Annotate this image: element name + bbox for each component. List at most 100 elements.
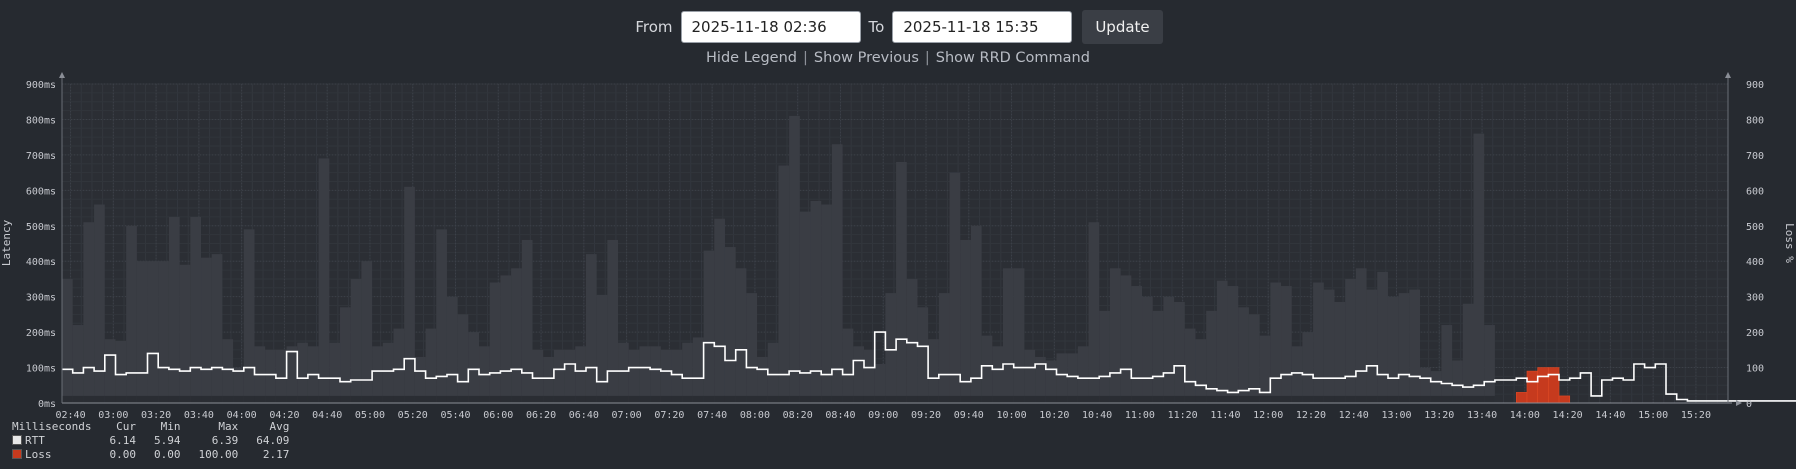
rtt-smoke-base xyxy=(414,395,426,403)
rtt-smoke-bar xyxy=(906,278,918,403)
legend-col-max: Max xyxy=(218,420,239,433)
x-tick-label: 09:40 xyxy=(954,410,984,420)
rtt-smoke-bar xyxy=(179,264,191,403)
rtt-smoke-bar xyxy=(1035,356,1046,403)
rtt-max: 6.39 xyxy=(211,434,239,447)
rtt-smoke-base xyxy=(297,395,308,403)
rtt-smoke-base xyxy=(62,395,73,403)
rtt-smoke-bar xyxy=(543,356,554,403)
rtt-smoke-bar xyxy=(992,346,1004,403)
rtt-smoke-bar xyxy=(361,261,373,403)
right-tick-label: 300 xyxy=(1746,293,1764,304)
rtt-smoke-base xyxy=(1334,395,1346,403)
legend-row-rtt: RTT 6.14 5.94 6.39 64.09 xyxy=(12,434,289,448)
rtt-smoke-base xyxy=(1163,395,1175,403)
rtt-smoke-bar xyxy=(1366,289,1378,403)
right-axis-label: Loss % xyxy=(1783,223,1796,263)
hide-legend-link[interactable]: Hide Legend xyxy=(706,50,797,66)
rtt-smoke-base xyxy=(286,395,298,403)
x-tick-label: 03:40 xyxy=(184,410,214,420)
link-separator: | xyxy=(924,50,930,66)
rtt-smoke-bar xyxy=(810,200,822,403)
rtt-smoke-base xyxy=(372,395,383,403)
rtt-smoke-base xyxy=(853,395,864,403)
rtt-smoke-bar xyxy=(1045,360,1057,403)
loss-min: 0.00 xyxy=(153,448,181,461)
rtt-smoke-base xyxy=(981,395,993,403)
rtt-smoke-bar xyxy=(960,239,971,403)
rtt-smoke-base xyxy=(254,395,266,403)
rtt-smoke-bar xyxy=(1184,328,1196,403)
show-rrd-command-link[interactable]: Show RRD Command xyxy=(935,50,1090,66)
to-date-input[interactable] xyxy=(892,11,1073,43)
rtt-smoke-bar xyxy=(404,186,415,403)
rtt-smoke-bar xyxy=(94,204,105,403)
rtt-smoke-bar xyxy=(553,349,565,403)
rtt-smoke-base xyxy=(243,395,255,403)
rtt-smoke-bar xyxy=(1131,286,1143,403)
rtt-smoke-bar xyxy=(799,211,811,403)
rtt-smoke-base xyxy=(960,395,971,403)
rtt-smoke-base xyxy=(446,395,458,403)
left-axis-arrow-icon xyxy=(59,72,65,78)
rtt-smoke-bar xyxy=(660,349,672,403)
rtt-smoke-base xyxy=(1077,395,1089,403)
rtt-smoke-bar xyxy=(1067,353,1078,403)
rtt-smoke-base xyxy=(1056,395,1068,403)
left-tick-label: 600ms xyxy=(26,186,56,197)
rtt-smoke-base xyxy=(1270,395,1282,403)
rtt-smoke-bar xyxy=(874,364,886,403)
x-tick-label: 09:00 xyxy=(868,410,898,420)
x-tick-label: 06:00 xyxy=(483,410,513,420)
rtt-smoke-bar xyxy=(821,204,832,403)
right-tick-label: 0 xyxy=(1746,399,1752,410)
rtt-smoke-base xyxy=(564,395,576,403)
rtt-smoke-bar xyxy=(607,239,619,403)
rtt-smoke-base xyxy=(222,395,234,403)
x-tick-label: 04:20 xyxy=(269,410,299,420)
rtt-smoke-base xyxy=(1420,395,1431,403)
rtt-smoke-base xyxy=(83,395,95,403)
rtt-smoke-bar xyxy=(318,158,330,403)
rtt-smoke-base xyxy=(340,395,351,403)
graph-legend: Milliseconds Cur Min Max Avg RTT 6.14 5.… xyxy=(12,420,289,462)
rtt-smoke-base xyxy=(1152,395,1164,403)
rtt-smoke-base xyxy=(511,395,522,403)
rtt-smoke-base xyxy=(265,395,276,403)
rtt-smoke-bar xyxy=(436,229,447,403)
x-tick-label: 13:00 xyxy=(1381,410,1411,420)
rtt-smoke-base xyxy=(660,395,672,403)
rtt-smoke-bar xyxy=(1473,133,1485,403)
rtt-smoke-base xyxy=(1452,395,1463,403)
x-tick-label: 10:00 xyxy=(997,410,1027,420)
from-date-input[interactable] xyxy=(680,11,861,43)
latency-graph: 0ms 100ms 200ms 300ms 400ms 500ms 600ms 700ms 80… xyxy=(0,72,1796,420)
rtt-smoke-base xyxy=(1430,395,1442,403)
x-tick-label: 05:20 xyxy=(398,410,428,420)
rtt-smoke-base xyxy=(126,395,137,403)
rtt-smoke-base xyxy=(468,395,480,403)
rtt-smoke-base xyxy=(1238,395,1249,403)
rtt-smoke-bar xyxy=(639,346,651,403)
rtt-smoke-bar xyxy=(1163,296,1175,403)
rtt-smoke-bar xyxy=(297,342,308,403)
rtt-smoke-base xyxy=(201,395,212,403)
right-tick-label: 600 xyxy=(1746,186,1764,197)
rtt-smoke-bar xyxy=(1238,307,1249,403)
legend-unit-label: Milliseconds xyxy=(12,420,92,433)
legend-col-min: Min xyxy=(160,420,181,433)
legend-header-row: Milliseconds Cur Min Max Avg xyxy=(12,420,289,434)
loss-cur: 0.00 xyxy=(109,448,136,461)
rtt-smoke-base xyxy=(714,395,725,403)
rtt-smoke-bar xyxy=(393,328,405,403)
update-button[interactable]: Update xyxy=(1082,10,1163,44)
rtt-smoke-base xyxy=(1345,395,1356,403)
rtt-smoke-bar xyxy=(682,342,693,403)
right-tick-label: 100 xyxy=(1746,364,1764,375)
rtt-smoke-bar xyxy=(1441,325,1453,403)
show-previous-link[interactable]: Show Previous xyxy=(813,50,919,66)
x-tick-label: 08:00 xyxy=(740,410,770,420)
rtt-smoke-bar xyxy=(692,337,704,403)
rtt-smoke-base xyxy=(553,395,565,403)
rtt-smoke-base xyxy=(361,395,373,403)
